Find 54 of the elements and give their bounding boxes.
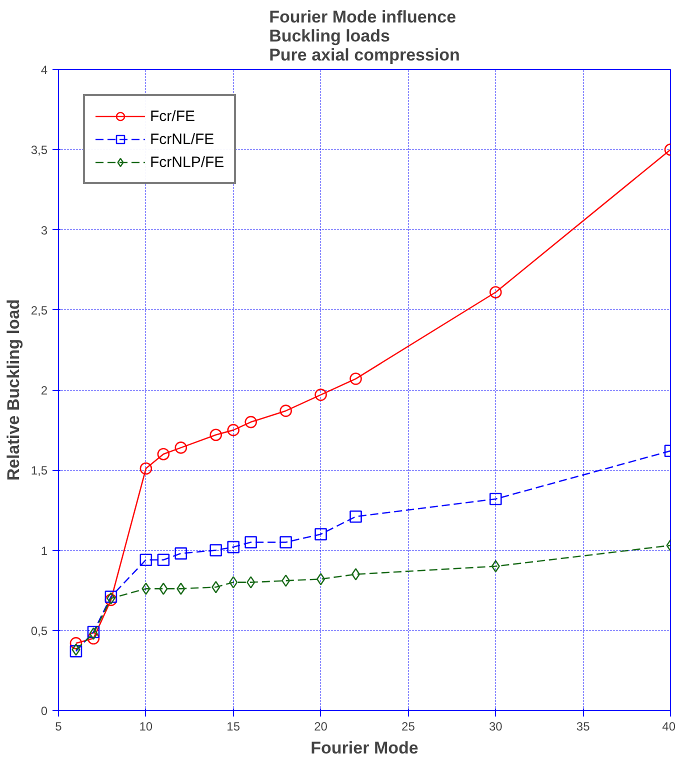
point xyxy=(176,582,186,595)
chart-title: Fourier Mode influence Buckling loads Pure axial compression xyxy=(269,8,460,64)
point xyxy=(140,554,152,566)
point xyxy=(244,536,257,548)
point xyxy=(210,544,222,556)
y-tick-label: 0,5 xyxy=(30,624,48,638)
point xyxy=(350,372,362,385)
x-tick-label: 30 xyxy=(488,720,503,734)
point xyxy=(314,388,327,401)
point xyxy=(351,568,360,580)
y-tick-label: 3,5 xyxy=(30,143,48,158)
y-tick-label: 2 xyxy=(40,384,48,398)
point xyxy=(87,632,100,645)
point xyxy=(280,536,292,548)
point xyxy=(229,576,238,588)
point xyxy=(142,582,150,595)
legend-label: FcrNLP/FE xyxy=(150,154,224,170)
y-tick-label: 0 xyxy=(40,704,48,718)
x-tick-label: 25 xyxy=(402,720,416,734)
point xyxy=(210,428,222,442)
x-tick-label: 40 xyxy=(662,720,676,734)
y-axis-title: Relative Buckling load xyxy=(4,299,23,481)
point xyxy=(491,560,500,572)
x-tick-label: 5 xyxy=(55,720,62,734)
point xyxy=(280,404,292,417)
legend-label: FcrNL/FE xyxy=(150,130,214,148)
x-tick-label: 20 xyxy=(314,720,328,734)
point xyxy=(140,462,152,475)
point xyxy=(70,637,82,650)
point xyxy=(244,416,257,428)
point xyxy=(227,540,240,554)
point xyxy=(157,554,170,566)
point xyxy=(159,582,168,595)
point xyxy=(157,448,170,460)
point xyxy=(174,442,188,454)
point xyxy=(314,528,327,540)
point xyxy=(282,574,290,587)
x-tick-label: 15 xyxy=(226,720,240,734)
y-tick-label: 3 xyxy=(40,223,48,238)
point xyxy=(489,492,502,506)
y-tick-label: 1 xyxy=(40,544,48,558)
y-tick-label: 2,5 xyxy=(30,303,48,318)
x-tick-label: 35 xyxy=(576,720,590,734)
x-tick-label: 10 xyxy=(139,720,153,734)
legend-label: Fcr/FE xyxy=(150,108,195,124)
y-tick-label: 1,5 xyxy=(30,464,48,478)
point xyxy=(316,572,326,586)
point xyxy=(246,576,256,588)
point xyxy=(489,286,502,298)
point xyxy=(350,510,362,523)
x-axis-title: Fourier Mode xyxy=(310,738,418,758)
point xyxy=(174,547,188,560)
point xyxy=(227,424,240,436)
y-tick-label: 4 xyxy=(40,63,48,77)
